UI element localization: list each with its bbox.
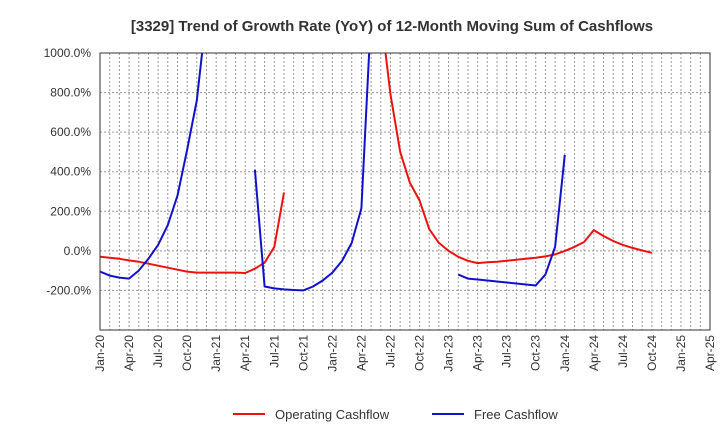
y-axis: 1000.0% 800.0% 600.0% 400.0% 200.0% 0.0% -200.…	[44, 46, 92, 297]
y-tick-label: 600.0%	[50, 125, 91, 139]
x-tick-label: Oct-23	[529, 335, 543, 371]
x-tick-label: Jul-24	[616, 335, 630, 368]
x-tick-label: Oct-22	[413, 335, 427, 371]
y-tick-label: 400.0%	[50, 165, 91, 179]
y-tick-label: 0.0%	[64, 244, 92, 258]
x-tick-label: Apr-22	[354, 335, 368, 371]
x-tick-label: Apr-21	[238, 335, 252, 371]
operating-cashflow-legend-label: Operating Cashflow	[275, 407, 390, 422]
x-tick-label: Oct-21	[296, 335, 310, 371]
plot-border	[99, 52, 711, 331]
x-tick-label: Jan-20	[93, 335, 107, 372]
y-tick-label: 800.0%	[50, 86, 91, 100]
y-tick-label: 1000.0%	[44, 46, 92, 60]
x-tick-label: Jul-22	[383, 335, 397, 368]
legend: Operating Cashflow Free Cashflow	[233, 407, 558, 422]
x-tick-label: Apr-20	[122, 335, 136, 371]
x-tick-label: Apr-24	[587, 335, 601, 371]
chart-title: [3329] Trend of Growth Rate (YoY) of 12-…	[131, 18, 653, 35]
x-tick-label: Jul-21	[267, 335, 281, 368]
x-tick-label: Apr-23	[471, 335, 485, 371]
x-axis: Jan-20 Apr-20 Jul-20 Oct-20 Jan-21 Apr-21 Jul-…	[93, 335, 717, 372]
x-tick-label: Jul-23	[500, 335, 514, 368]
x-tick-label: Jan-24	[558, 335, 572, 372]
free-cashflow-line	[100, 53, 204, 280]
x-tick-label: Jan-21	[209, 335, 223, 372]
free-cashflow-legend-label: Free Cashflow	[474, 407, 558, 422]
free-cashflow-line	[253, 53, 371, 292]
x-tick-label: Oct-20	[180, 335, 194, 371]
operating-cashflow-line	[384, 53, 653, 265]
free-cashflow-line	[457, 154, 566, 287]
y-tick-label: 200.0%	[50, 204, 91, 218]
plot-area	[100, 53, 710, 330]
y-tick-label: -200.0%	[46, 283, 91, 297]
x-tick-label: Apr-25	[703, 335, 717, 371]
x-tick-label: Jan-22	[325, 335, 339, 372]
x-tick-label: Jan-23	[442, 335, 456, 372]
x-tick-label: Jan-25	[674, 335, 688, 372]
grid	[99, 52, 711, 330]
x-tick-label: Jul-20	[151, 335, 165, 368]
x-tick-label: Oct-24	[645, 335, 659, 371]
operating-cashflow-line	[100, 192, 285, 274]
series-layer	[100, 53, 653, 292]
